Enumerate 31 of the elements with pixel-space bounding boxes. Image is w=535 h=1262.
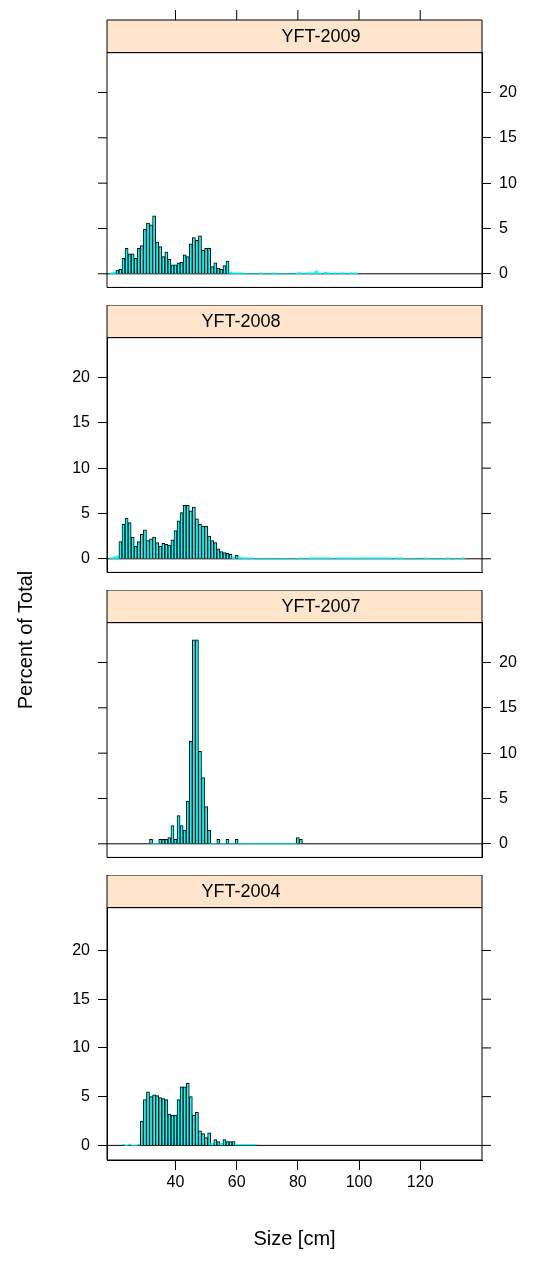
x-tick-label: 40 bbox=[166, 1173, 185, 1191]
y-tick-label: 15 bbox=[72, 413, 91, 431]
chart-title: YFT-2007 bbox=[281, 595, 361, 616]
y-tick-label: 10 bbox=[72, 1038, 91, 1056]
y2-tick-label: 0 bbox=[499, 834, 508, 852]
y2-tick-label: 20 bbox=[499, 82, 517, 100]
chart-title: YFT-2009 bbox=[281, 25, 361, 46]
y2-tick-label: 10 bbox=[499, 173, 517, 191]
chart-title: YFT-2004 bbox=[201, 880, 281, 901]
y-axis-title: Percent of Total bbox=[13, 570, 37, 710]
x-tick-label: 60 bbox=[227, 1173, 246, 1191]
x-tick-label: 120 bbox=[406, 1173, 434, 1191]
y-tick-label: 0 bbox=[81, 1135, 91, 1153]
y2-tick-label: 15 bbox=[499, 698, 517, 716]
y2-tick-label: 5 bbox=[499, 788, 508, 806]
y-tick-label: 5 bbox=[81, 503, 91, 521]
y2-tick-label: 0 bbox=[499, 264, 508, 282]
x-axis-title: Size [cm] bbox=[253, 1226, 336, 1249]
y-tick-label: 5 bbox=[81, 1087, 91, 1105]
y-tick-label: 0 bbox=[81, 549, 91, 567]
y2-tick-label: 20 bbox=[499, 652, 517, 670]
x-tick-label: 100 bbox=[345, 1173, 373, 1191]
y-tick-label: 15 bbox=[72, 989, 91, 1007]
y-tick-label: 20 bbox=[72, 367, 91, 385]
y-tick-label: 20 bbox=[72, 940, 91, 958]
x-tick-label: 80 bbox=[288, 1173, 307, 1191]
y2-tick-label: 10 bbox=[499, 743, 517, 761]
y-tick-label: 10 bbox=[72, 458, 91, 476]
y2-tick-label: 15 bbox=[499, 128, 517, 146]
chart-title: YFT-2008 bbox=[201, 310, 281, 331]
y2-tick-label: 5 bbox=[499, 218, 508, 236]
